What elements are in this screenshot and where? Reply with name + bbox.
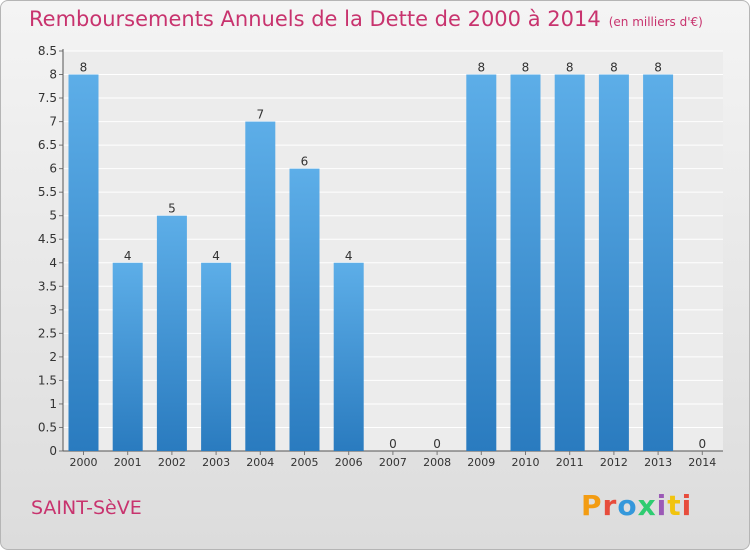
- data-label-2000: 8: [80, 61, 88, 75]
- data-label-2006: 4: [345, 249, 353, 263]
- y-tick-label: 5.5: [38, 185, 57, 199]
- logo-letter: r: [602, 489, 618, 522]
- y-tick-label: 0.5: [38, 420, 57, 434]
- bar-2004: [245, 121, 276, 452]
- y-tick-label: 7.5: [38, 91, 57, 105]
- bar-2002: [156, 215, 187, 451]
- x-tick-label-2002: 2002: [158, 456, 186, 469]
- bar-2003: [201, 262, 232, 451]
- data-label-2007: 0: [389, 437, 397, 451]
- y-tick-label: 2: [49, 350, 57, 364]
- x-tick-label-2009: 2009: [467, 456, 495, 469]
- y-tick-label: 8: [49, 68, 57, 82]
- data-label-2011: 8: [566, 61, 574, 75]
- bar-2012: [598, 74, 629, 451]
- data-label-2013: 8: [654, 61, 662, 75]
- x-tick-label-2001: 2001: [114, 456, 142, 469]
- y-tick-label: 2.5: [38, 326, 57, 340]
- x-tick-label-2014: 2014: [688, 456, 716, 469]
- data-label-2002: 5: [168, 202, 176, 216]
- commune-name: SAINT-SèVE: [31, 497, 142, 519]
- y-tick-label: 0: [49, 444, 57, 458]
- bar-2010: [510, 74, 541, 451]
- y-tick-label: 6: [49, 162, 57, 176]
- y-tick-label: 5: [49, 209, 57, 223]
- y-tick-label: 1: [49, 397, 57, 411]
- bar-2006: [333, 262, 364, 451]
- y-tick-label: 4.5: [38, 232, 57, 246]
- y-tick-label: 8.5: [38, 44, 57, 58]
- proxiti-logo[interactable]: Proxiti: [581, 489, 692, 522]
- x-tick-label-2011: 2011: [556, 456, 584, 469]
- data-label-2008: 0: [433, 437, 441, 451]
- x-tick-label-2003: 2003: [202, 456, 230, 469]
- y-tick-label: 1.5: [38, 373, 57, 387]
- data-label-2005: 6: [301, 155, 309, 169]
- chart-subtitle: (en milliers d'€): [608, 15, 703, 29]
- chart-title-text: Remboursements Annuels de la Dette de 20…: [29, 7, 601, 31]
- y-tick-label: 3: [49, 303, 57, 317]
- x-tick-label-2000: 2000: [70, 456, 98, 469]
- bar-2001: [112, 262, 143, 451]
- x-tick-label-2005: 2005: [291, 456, 319, 469]
- x-tick-label-2004: 2004: [246, 456, 274, 469]
- data-label-2001: 4: [124, 249, 132, 263]
- y-tick-label: 3.5: [38, 279, 57, 293]
- x-tick-label-2007: 2007: [379, 456, 407, 469]
- logo-letter: P: [581, 489, 603, 522]
- logo-letter: i: [681, 489, 693, 522]
- data-label-2003: 4: [212, 249, 220, 263]
- logo-letter: i: [656, 489, 668, 522]
- data-label-2010: 8: [522, 61, 530, 75]
- data-label-2012: 8: [610, 61, 618, 75]
- data-label-2014: 0: [698, 437, 706, 451]
- logo-letter: x: [637, 489, 657, 522]
- y-tick-label: 4: [49, 256, 57, 270]
- x-tick-label-2010: 2010: [512, 456, 540, 469]
- chart-title: Remboursements Annuels de la Dette de 20…: [29, 7, 703, 31]
- x-tick-label-2008: 2008: [423, 456, 451, 469]
- logo-letter: o: [617, 489, 638, 522]
- y-tick-label: 6.5: [38, 138, 57, 152]
- data-label-2004: 7: [256, 108, 264, 122]
- x-tick-label-2013: 2013: [644, 456, 672, 469]
- logo-letter: t: [667, 489, 682, 522]
- bar-2011: [554, 74, 585, 451]
- bar-2009: [466, 74, 497, 451]
- y-tick-label: 7: [49, 115, 57, 129]
- bar-2005: [289, 168, 320, 451]
- x-tick-label-2012: 2012: [600, 456, 628, 469]
- bar-2000: [68, 74, 99, 451]
- x-tick-label-2006: 2006: [335, 456, 363, 469]
- bar-2013: [643, 74, 674, 451]
- data-label-2009: 8: [477, 61, 485, 75]
